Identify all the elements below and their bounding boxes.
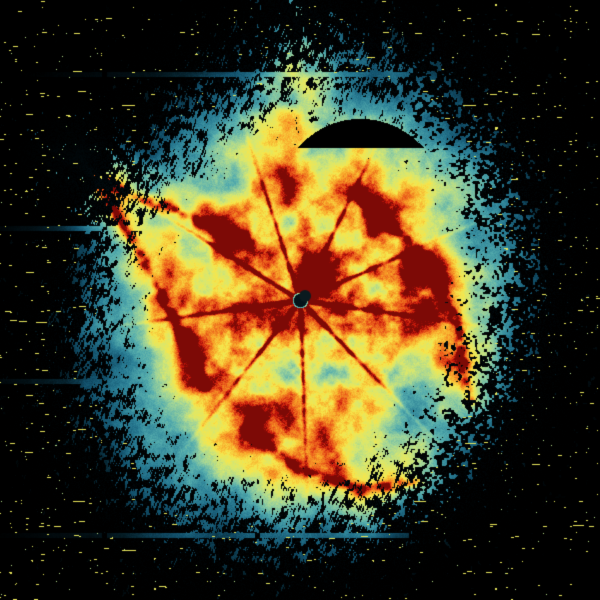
astronomical-false-color-map [0, 0, 600, 600]
image-canvas: False-color astronomical map of a galaxy… [0, 0, 600, 600]
